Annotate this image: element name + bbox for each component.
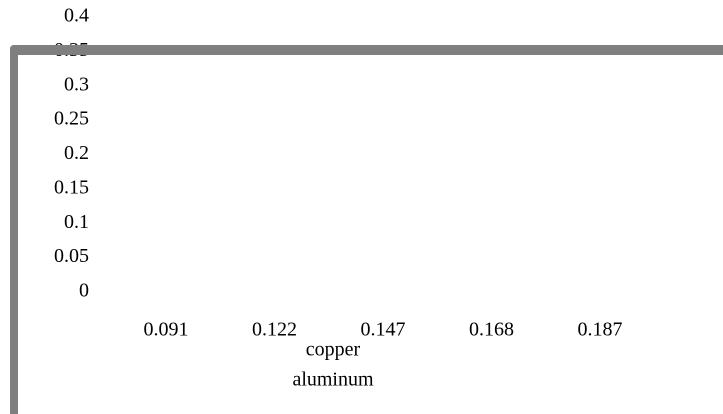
y-tick-label: 0.1 — [64, 211, 89, 233]
y-tick-label: 0.4 — [64, 5, 89, 27]
y-tick-label: 0.3 — [64, 73, 89, 95]
legend-label-copper: copper — [306, 339, 361, 361]
x-tick-label: 0.187 — [578, 319, 623, 341]
x-tick-label: 0.147 — [361, 319, 406, 341]
legend: copper aluminum — [292, 339, 374, 391]
legend-label-aluminum: aluminum — [292, 369, 374, 391]
x-axis-ticks: 0.091 0.122 0.147 0.168 0.187 — [144, 319, 623, 341]
y-tick-label: 0.15 — [54, 176, 89, 198]
y-tick-label: 0 — [79, 280, 89, 302]
y-tick-label: 0.25 — [54, 108, 89, 130]
frame-left-border — [10, 45, 18, 414]
x-tick-label: 0.122 — [252, 319, 297, 341]
x-tick-label: 0.091 — [144, 319, 189, 341]
x-tick-label: 0.168 — [469, 319, 514, 341]
y-tick-label: 0.2 — [64, 142, 89, 164]
frame-top-border — [10, 45, 723, 55]
y-tick-label: 0.05 — [54, 245, 89, 267]
y-axis-ticks: 00.050.10.150.20.250.30.350.4 — [54, 5, 89, 302]
